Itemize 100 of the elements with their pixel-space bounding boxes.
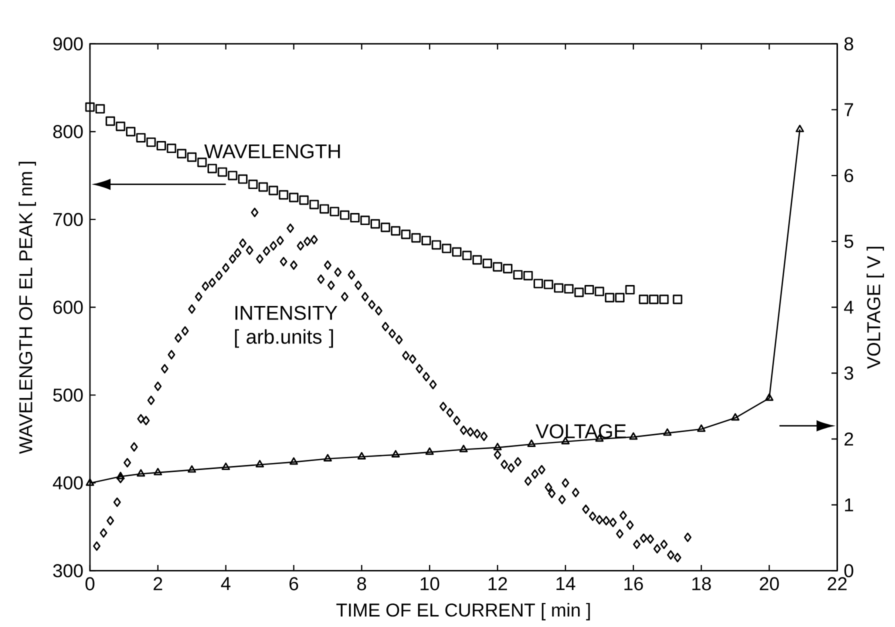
point (625, 285, 635, 295)
point (663, 428, 672, 436)
x-tick-label: 16 (624, 577, 643, 591)
y-tick-label: 800 (53, 125, 83, 138)
point (584, 285, 594, 295)
point (765, 394, 774, 402)
y2-tick-label: 5 (844, 235, 854, 248)
y2-axis-title: VOLTAGE [ V ] (866, 247, 884, 370)
point (534, 279, 543, 289)
series-label: INTENSITY [ arb.units ] (235, 306, 338, 348)
point (95, 104, 105, 114)
point (401, 230, 411, 240)
point (442, 244, 452, 254)
point (391, 450, 400, 458)
x-tick-label: 12 (488, 577, 507, 590)
point (731, 413, 740, 421)
x-tick-label: 8 (357, 577, 366, 591)
point (697, 424, 706, 432)
point (462, 250, 472, 260)
point (106, 116, 116, 126)
y2-tick-label: 7 (844, 104, 854, 116)
y2-tick-label: 1 (845, 498, 854, 512)
point (188, 465, 196, 473)
point (554, 283, 564, 293)
point (638, 294, 648, 304)
point (672, 294, 682, 304)
point (452, 247, 462, 257)
point (432, 240, 442, 250)
point (320, 204, 330, 214)
point (197, 158, 207, 168)
y2-tick-label: 8 (844, 37, 854, 51)
point (330, 207, 340, 217)
point (309, 200, 319, 210)
point (136, 133, 146, 143)
x-tick-label: 4 (221, 577, 230, 590)
y-axis-title: WAVELENGTH OF EL PEAK [ nm ] (18, 162, 36, 454)
point (370, 219, 380, 229)
y-tick-label: 400 (52, 476, 83, 490)
x-axis-title: TIME OF EL CURRENT [ min ] (336, 603, 590, 621)
point (615, 293, 625, 303)
point (459, 445, 468, 452)
point (299, 196, 309, 206)
y-tick-label: 700 (53, 213, 83, 226)
point (166, 144, 176, 154)
point (380, 222, 390, 232)
point (176, 149, 186, 159)
point (411, 233, 421, 243)
point (482, 258, 492, 268)
point (136, 469, 146, 477)
point (289, 193, 298, 202)
y-tick-label: 500 (53, 388, 83, 402)
x-tick-label: 18 (692, 577, 711, 591)
point (574, 288, 584, 298)
x-tick-label: 0 (86, 577, 94, 591)
point (604, 293, 614, 303)
point (492, 262, 502, 272)
x-tick-label: 2 (154, 577, 162, 590)
point (218, 168, 228, 177)
point (116, 122, 126, 132)
point (116, 472, 125, 480)
point (187, 152, 197, 162)
point (472, 255, 482, 265)
x-tick-label: 14 (556, 577, 576, 590)
point (86, 478, 94, 486)
point (238, 174, 248, 184)
point (126, 127, 136, 137)
point (290, 458, 298, 465)
y2-tick-label: 2 (844, 432, 854, 446)
point (594, 286, 604, 296)
point (513, 270, 523, 280)
point (629, 432, 638, 440)
y-tick-label: 300 (53, 564, 83, 578)
point (340, 210, 350, 220)
point (248, 180, 258, 190)
x-tick-label: 10 (420, 577, 440, 591)
point (425, 448, 434, 456)
point (258, 182, 268, 192)
point (268, 186, 278, 196)
y-tick-label: 600 (53, 300, 83, 314)
point (85, 102, 95, 112)
point (278, 190, 288, 200)
y2-tick-label: 6 (844, 169, 854, 182)
point (228, 171, 238, 181)
y2-tick-label: 4 (844, 301, 854, 314)
y2-tick-label: 3 (844, 366, 854, 380)
point (350, 213, 360, 223)
point (796, 124, 804, 132)
point (544, 280, 554, 290)
point (421, 236, 431, 246)
point (357, 452, 366, 460)
point (493, 443, 502, 451)
point (649, 294, 658, 304)
y2-tick-label: 0 (844, 564, 854, 578)
point (523, 271, 533, 281)
x-tick-label: 22 (828, 577, 847, 590)
series-label: WAVELENGTH (204, 144, 340, 159)
point (390, 226, 400, 236)
point (324, 454, 332, 462)
point (564, 284, 574, 294)
point (256, 460, 264, 468)
